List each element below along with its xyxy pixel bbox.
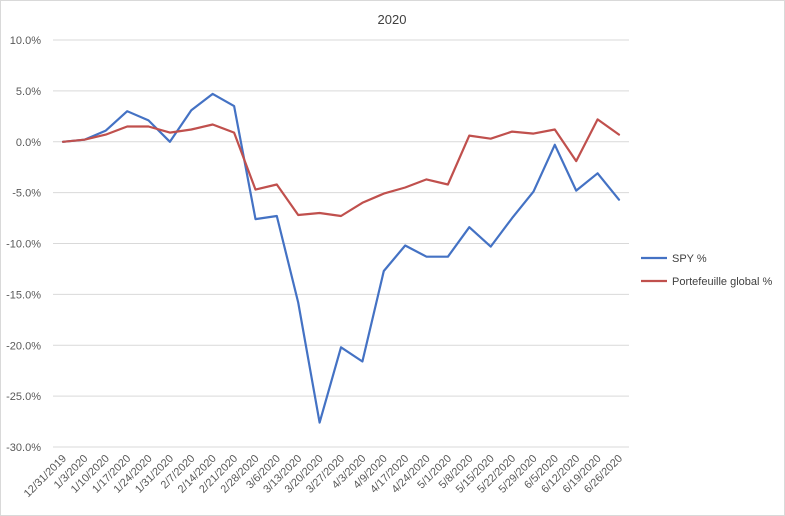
legend: SPY % Portefeuille global % [641, 253, 773, 288]
series-line-1 [61, 118, 621, 218]
y-tick-label: -10.0% [6, 239, 41, 251]
legend-label: SPY % [672, 253, 707, 265]
y-tick-label: -15.0% [6, 289, 41, 301]
chart-title: 2020 [378, 12, 407, 27]
x-axis-ticks: 12/31/20191/3/20201/10/20201/17/20201/24… [22, 453, 625, 500]
y-tick-label: 0.0% [16, 137, 41, 149]
gridlines [53, 39, 629, 448]
y-tick-label: -20.0% [6, 340, 41, 352]
y-tick-label: 10.0% [10, 35, 41, 47]
y-tick-label: -25.0% [6, 391, 41, 403]
legend-label: Portefeuille global % [672, 276, 773, 288]
y-tick-label: -30.0% [6, 442, 41, 454]
y-axis-ticks: 10.0% 5.0% 0.0% -5.0% -10.0% -15.0% -20.0% -25.… [6, 35, 41, 454]
y-tick-label: -5.0% [12, 188, 41, 200]
series-lines [61, 92, 621, 424]
series-line-0 [61, 92, 621, 424]
y-tick-label: 5.0% [16, 86, 41, 98]
